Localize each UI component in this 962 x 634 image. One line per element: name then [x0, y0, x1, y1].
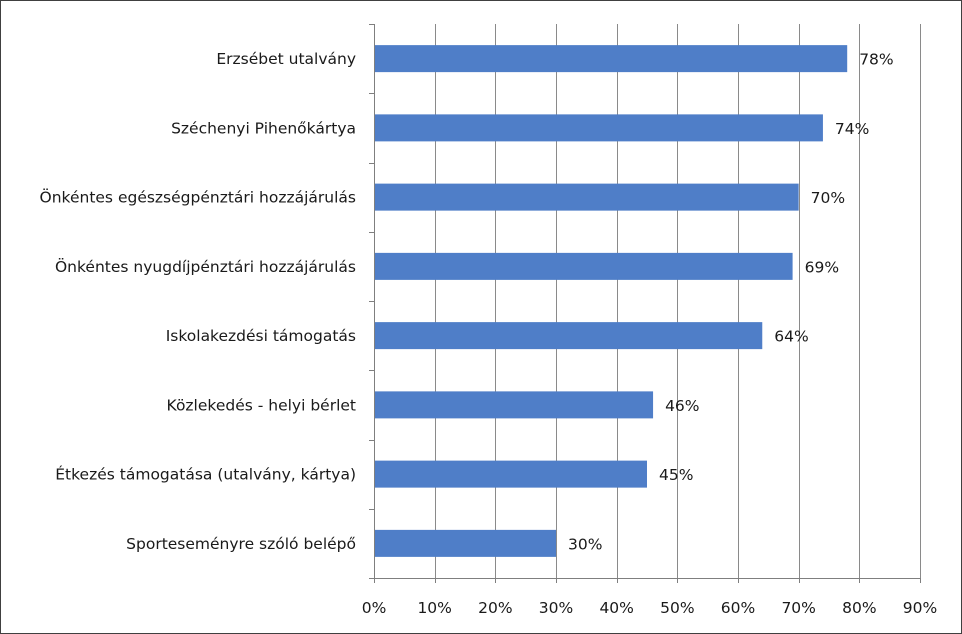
x-tick-label: 50% — [660, 599, 694, 617]
x-tick-label: 90% — [903, 599, 937, 617]
bar-7 — [375, 460, 647, 488]
x-tick-label: 80% — [842, 599, 876, 617]
x-tick-label: 60% — [721, 599, 755, 617]
x-tick-label: 40% — [599, 599, 633, 617]
category-label: Étkezés támogatása (utalvány, kártya) — [55, 465, 356, 484]
data-label: 45% — [659, 466, 693, 484]
category-label: Iskolakezdési támogatás — [166, 327, 356, 345]
category-label: Közlekedés - helyi bérlet — [167, 396, 356, 414]
x-tick-label: 20% — [478, 599, 512, 617]
data-label: 69% — [805, 258, 839, 276]
x-tick-label: 30% — [539, 599, 573, 617]
category-label: Sporteseményre szóló belépő — [126, 535, 356, 553]
data-label: 46% — [665, 397, 699, 415]
category-label: Önkéntes nyugdíjpénztári hozzájárulás — [55, 257, 356, 276]
category-label: Önkéntes egészségpénztári hozzájárulás — [40, 188, 356, 207]
bar-1 — [375, 45, 848, 73]
bar-4 — [375, 252, 793, 280]
data-label: 64% — [774, 328, 808, 346]
bar-6 — [375, 391, 654, 419]
data-label: 30% — [568, 535, 602, 553]
bar-8 — [375, 529, 556, 557]
data-label: 78% — [859, 51, 893, 69]
bar-2 — [375, 114, 823, 142]
bar-3 — [375, 183, 799, 211]
x-tick-label: 70% — [781, 599, 815, 617]
category-label: Széchenyi Pihenőkártya — [171, 119, 356, 137]
x-tick-label: 0% — [362, 599, 387, 617]
x-tick-label: 10% — [417, 599, 451, 617]
data-label: 74% — [835, 120, 869, 138]
bar-5 — [375, 322, 763, 350]
data-label: 70% — [811, 189, 845, 207]
category-label: Erzsébet utalvány — [216, 50, 356, 68]
